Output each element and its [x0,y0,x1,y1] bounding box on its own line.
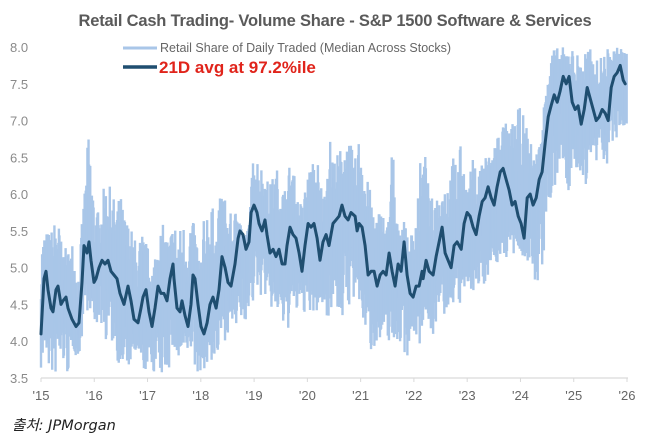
source-note: 출처: JPMorgan [12,418,116,434]
x-tick-label: '24 [512,388,529,403]
x-axis: '15 '16 '17 '18 '19 '20 '21 '22 '23 '24 '25 '26 [33,378,636,403]
y-tick-label: 6.0 [10,187,28,202]
legend-label-avg: 21D avg at 97.2%ile [159,58,316,77]
y-tick-label: 7.5 [10,77,28,92]
avg-21d-line [39,63,627,336]
legend: Retail Share of Daily Traded (Median Acr… [123,41,451,77]
chart-title: Retail Cash Trading- Volume Share - S&P … [78,12,592,30]
x-tick-label: '21 [352,388,369,403]
y-tick-label: 4.5 [10,297,28,312]
y-tick-label: 6.5 [10,150,28,165]
x-tick-label: '15 [33,388,50,403]
y-axis: 8.0 7.5 7.0 6.5 6.0 5.5 5.0 4.5 4.0 3.5 [10,40,28,386]
y-tick-label: 3.5 [10,371,28,386]
y-tick-label: 8.0 [10,40,28,55]
x-tick-label: '25 [565,388,582,403]
y-tick-label: 7.0 [10,114,28,129]
x-tick-label: '22 [405,388,422,403]
x-tick-label: '18 [192,388,209,403]
x-tick-label: '17 [139,388,156,403]
x-tick-label: '16 [86,388,103,403]
daily-series-layer [39,47,628,373]
x-tick-label: '20 [299,388,316,403]
avg-series-layer [39,63,627,336]
x-tick-label: '26 [619,388,636,403]
x-tick-label: '19 [246,388,263,403]
legend-label-daily: Retail Share of Daily Traded (Median Acr… [160,41,451,55]
y-tick-label: 5.0 [10,261,28,276]
y-tick-label: 5.5 [10,224,28,239]
y-tick-label: 4.0 [10,334,28,349]
x-tick-label: '23 [459,388,476,403]
